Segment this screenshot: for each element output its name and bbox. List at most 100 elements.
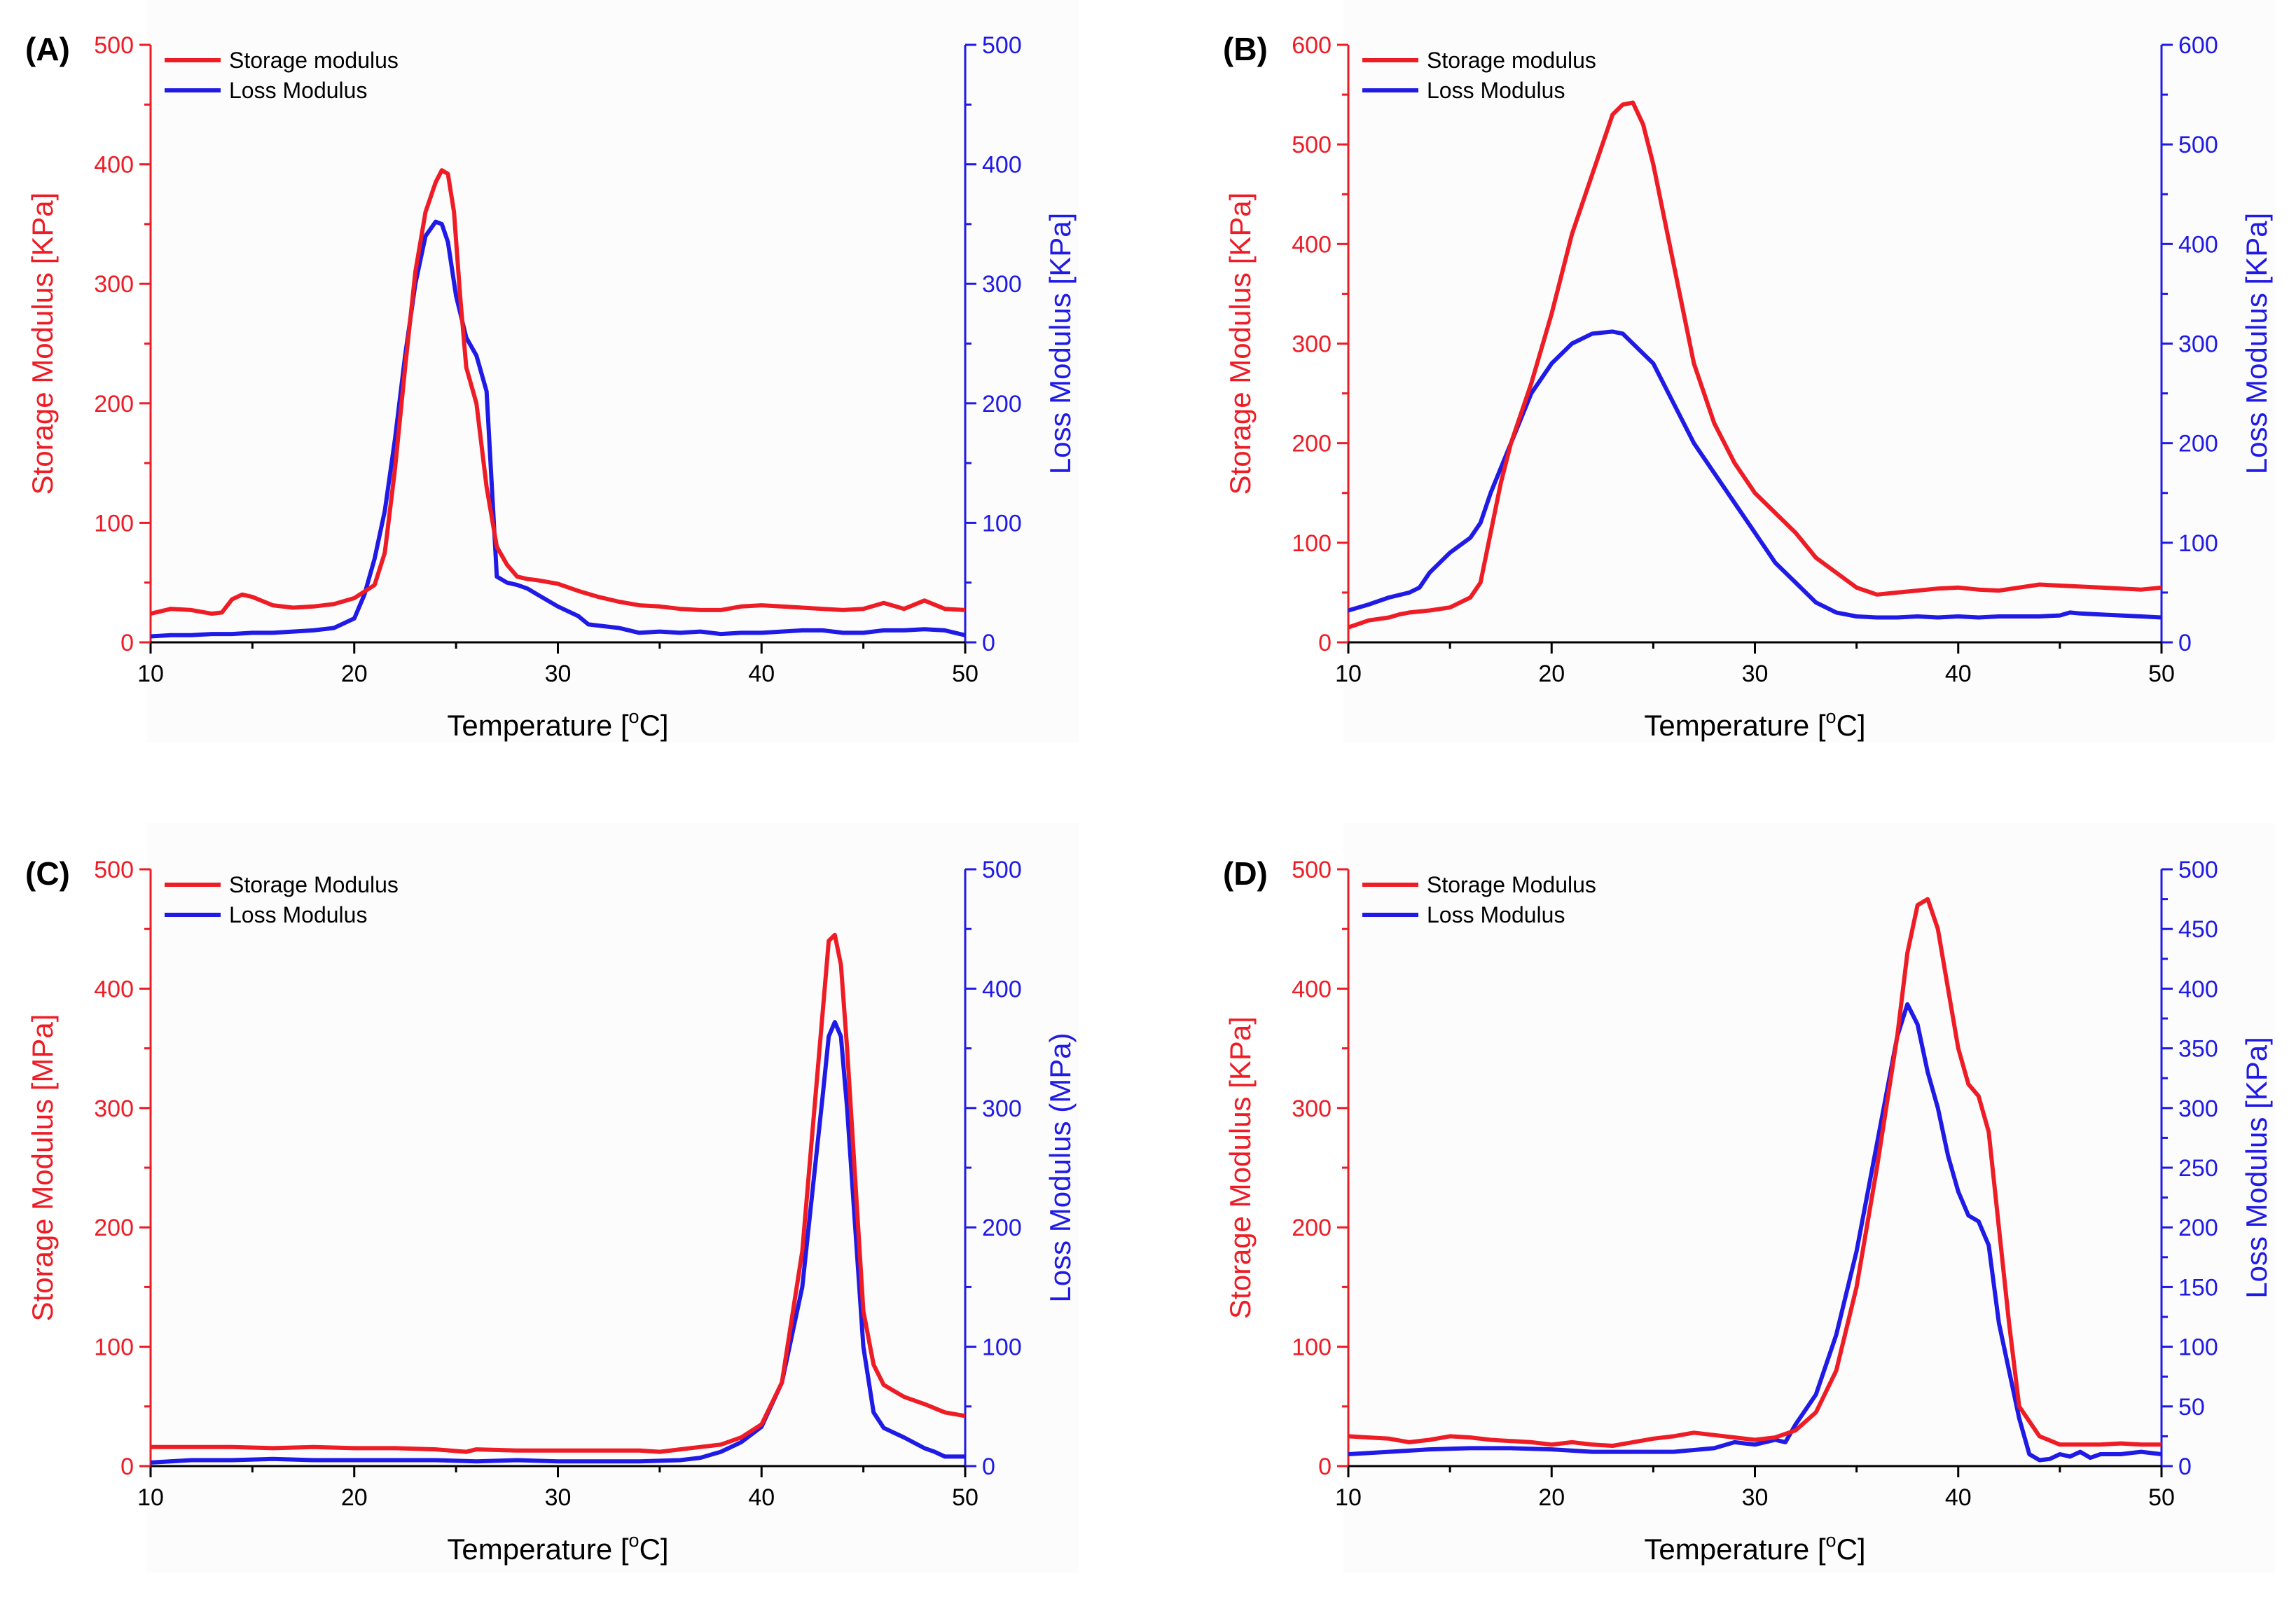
- x-axis-title-unit: C]: [639, 709, 669, 742]
- right-y-tick-label: 0: [982, 1453, 995, 1480]
- right-y-tick-label: 600: [2178, 32, 2218, 59]
- chart-panel-b: 10 20 30 40 50010020030040050060001002003004…: [1223, 0, 2275, 743]
- x-tick-label: 30: [1742, 1484, 1769, 1511]
- plot-background: [1343, 823, 2275, 1573]
- x-tick-label: 10: [1335, 661, 1362, 687]
- legend-label: Storage modulus: [229, 48, 399, 73]
- left-y-tick-label: 500: [1292, 857, 1332, 883]
- x-axis-title: Temperature [oC]: [447, 706, 668, 742]
- right-y-tick-label: 500: [2178, 132, 2218, 158]
- right-y-tick-label: 100: [982, 1334, 1022, 1361]
- legend-label: Loss Modulus: [229, 902, 367, 927]
- left-y-tick-label: 100: [1292, 530, 1332, 557]
- left-y-tick-label: 200: [94, 1215, 134, 1241]
- x-tick-label: 20: [341, 1484, 368, 1511]
- right-y-tick-label: 0: [982, 630, 995, 656]
- x-tick-label: 20: [1538, 1484, 1565, 1511]
- left-y-tick-label: 300: [1292, 331, 1332, 358]
- loss-modulus-line: [1348, 1002, 2162, 1463]
- left-y-tick-label: 0: [1318, 1453, 1332, 1480]
- loss-modulus-line: [151, 219, 965, 639]
- left-y-tick-label: 600: [1292, 32, 1332, 59]
- x-tick-label: 10: [137, 1484, 164, 1511]
- x-axis-title-superscript: o: [629, 706, 639, 727]
- left-y-tick-label: 300: [94, 271, 134, 298]
- right-y-tick-label: 250: [2178, 1155, 2218, 1182]
- storage-modulus-line: [151, 168, 965, 616]
- x-tick-label: 50: [2148, 1484, 2175, 1511]
- storage-modulus-line: [1348, 100, 2162, 630]
- right-y-tick-label: 400: [982, 976, 1022, 1002]
- right-y-tick-label: 450: [2178, 916, 2218, 943]
- panel-label: (D): [1223, 855, 1268, 892]
- left-y-tick-label: 100: [94, 510, 134, 537]
- right-y-axis-title: Loss Modulus [KPa]: [1044, 213, 1077, 475]
- loss-modulus-line: [1348, 329, 2162, 620]
- x-tick-label: 30: [545, 661, 572, 687]
- right-y-tick-label: 300: [2178, 1096, 2218, 1122]
- legend-label: Loss Modulus: [1427, 78, 1565, 103]
- legend-label: Storage Modulus: [1427, 872, 1596, 897]
- left-y-tick-label: 200: [94, 391, 134, 417]
- right-y-axis-title: Loss Modulus (MPa): [1044, 1033, 1077, 1302]
- left-y-tick-label: 400: [94, 152, 134, 179]
- right-y-tick-label: 350: [2178, 1036, 2218, 1063]
- panel-label: (B): [1223, 31, 1268, 67]
- left-y-tick-label: 500: [94, 857, 134, 883]
- legend-label: Loss Modulus: [1427, 902, 1565, 927]
- right-y-tick-label: 200: [982, 1215, 1022, 1241]
- x-tick-label: 40: [748, 661, 775, 687]
- x-tick-label: 40: [1945, 1484, 1972, 1511]
- x-tick-label: 50: [2148, 661, 2175, 687]
- x-tick-label: 40: [1945, 661, 1972, 687]
- left-y-tick-label: 0: [1318, 630, 1332, 656]
- x-axis-title-superscript: o: [1826, 706, 1837, 727]
- right-y-tick-label: 400: [982, 152, 1022, 179]
- right-y-tick-label: 0: [2178, 630, 2192, 656]
- right-y-tick-label: 50: [2178, 1394, 2205, 1421]
- right-y-tick-label: 0: [2178, 1453, 2192, 1480]
- chart-panel-d: 10 20 30 40 50010020030040050005010015020025…: [1223, 823, 2275, 1573]
- x-axis-title: Temperature [oC]: [447, 1530, 668, 1566]
- x-tick-label: 20: [1538, 661, 1565, 687]
- right-y-tick-label: 300: [982, 271, 1022, 298]
- chart-panel-c: 10 20 30 40 50010020030040050001002003004005…: [25, 823, 1079, 1573]
- x-axis-title-main: Temperature [: [1644, 709, 1825, 742]
- x-axis-title: Temperature [oC]: [1644, 1530, 1865, 1566]
- x-axis-title-main: Temperature [: [447, 709, 628, 742]
- x-tick-label: 50: [952, 661, 978, 687]
- x-axis-title-main: Temperature [: [1644, 1533, 1825, 1566]
- panel-label: (C): [25, 855, 70, 892]
- left-y-tick-label: 0: [120, 630, 134, 656]
- storage-modulus-line: [151, 932, 965, 1454]
- x-tick-label: 10: [1335, 1484, 1362, 1511]
- x-tick-label: 30: [545, 1484, 572, 1511]
- x-axis-title-superscript: o: [629, 1530, 639, 1551]
- x-tick-label: 30: [1742, 661, 1769, 687]
- left-y-axis-title: Storage Modulus [KPa]: [1224, 1016, 1257, 1319]
- x-axis-title-main: Temperature [: [447, 1533, 628, 1566]
- left-y-tick-label: 100: [1292, 1334, 1332, 1361]
- left-y-tick-label: 300: [1292, 1096, 1332, 1122]
- right-y-tick-label: 300: [982, 1096, 1022, 1122]
- x-axis-title-unit: C]: [639, 1533, 669, 1566]
- legend-label: Storage Modulus: [229, 872, 399, 897]
- left-y-tick-label: 400: [1292, 231, 1332, 258]
- right-y-tick-label: 300: [2178, 331, 2218, 358]
- right-y-tick-label: 400: [2178, 976, 2218, 1002]
- x-axis-title-superscript: o: [1826, 1530, 1837, 1551]
- right-y-tick-label: 400: [2178, 231, 2218, 258]
- left-y-tick-label: 500: [1292, 132, 1332, 158]
- right-y-tick-label: 100: [2178, 1334, 2218, 1361]
- x-tick-label: 10: [137, 661, 164, 687]
- x-tick-label: 50: [952, 1484, 978, 1511]
- chart-panel-a: 10 20 30 40 50010020030040050001002003004005…: [25, 0, 1079, 743]
- right-y-tick-label: 200: [982, 391, 1022, 417]
- x-tick-label: 20: [341, 661, 368, 687]
- right-y-tick-label: 500: [982, 857, 1022, 883]
- left-y-tick-label: 200: [1292, 431, 1332, 457]
- right-y-axis-title: Loss Modulus [KPa]: [2240, 213, 2273, 475]
- right-y-tick-label: 500: [982, 32, 1022, 59]
- left-y-tick-label: 100: [94, 1334, 134, 1361]
